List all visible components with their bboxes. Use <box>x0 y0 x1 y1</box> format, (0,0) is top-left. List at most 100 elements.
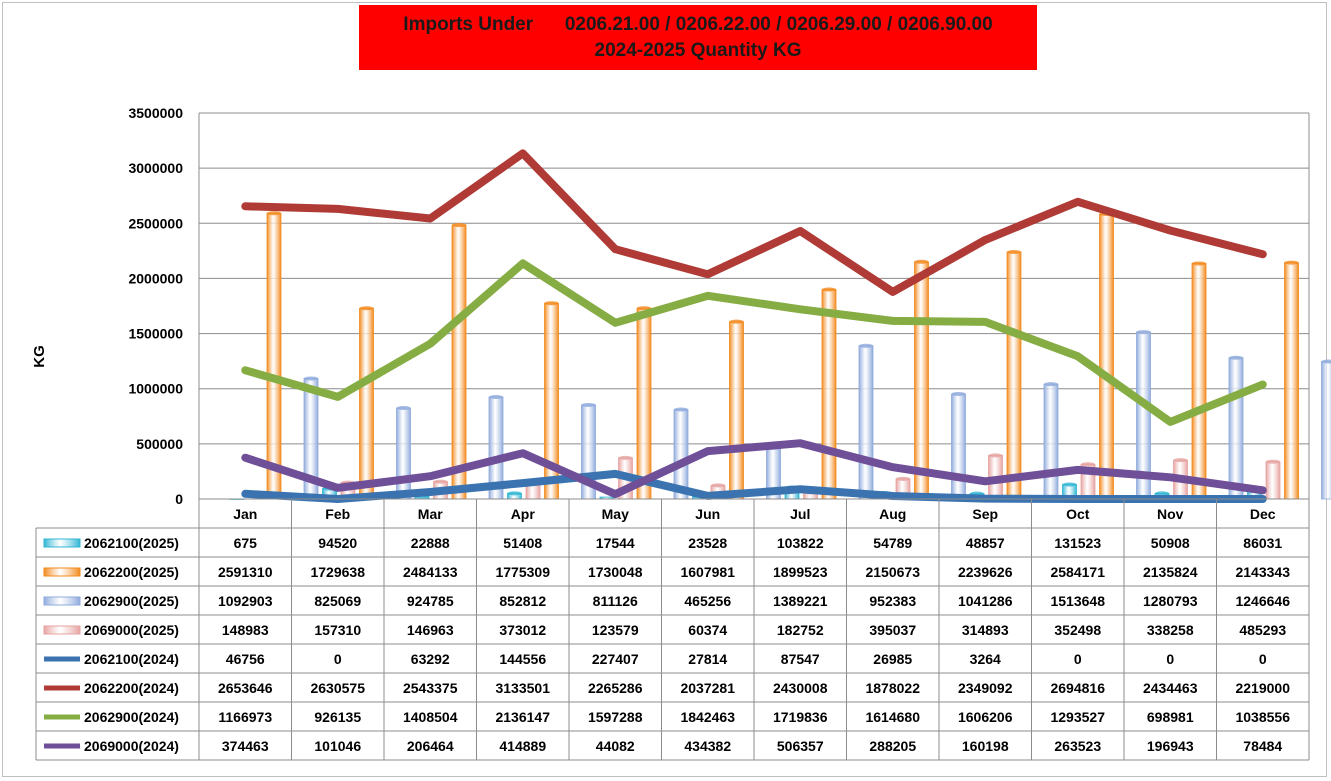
data-table: Jan Feb Mar Apr May Jun Jul Aug Sep Oct Nov Dec 2062… <box>35 498 1310 761</box>
table-cell: 2591310 <box>218 564 273 580</box>
bar-cap <box>1062 482 1077 487</box>
table-cell: 182752 <box>777 622 824 638</box>
table-cell: 2143343 <box>1235 564 1290 580</box>
bar-series <box>229 211 1331 500</box>
bar-cap <box>452 223 466 228</box>
table-cell: 352498 <box>1054 622 1101 638</box>
table-cell: 22888 <box>411 535 450 551</box>
table-cell: 60374 <box>688 622 727 638</box>
table-cell: 94520 <box>318 535 357 551</box>
table-cell: 131523 <box>1054 535 1101 551</box>
bar-cap <box>433 479 448 484</box>
bar-cap <box>267 211 281 216</box>
bar-cap <box>618 455 633 460</box>
table-cell: 2136147 <box>495 709 550 725</box>
table-cell: 675 <box>234 535 258 551</box>
bar-cap <box>1136 330 1151 335</box>
y-tick-label: 1000000 <box>128 381 183 397</box>
table-cell: 2135824 <box>1143 564 1198 580</box>
table-cell: 23528 <box>688 535 727 551</box>
table-cell: 86031 <box>1243 535 1282 551</box>
bar-cap <box>1081 462 1095 467</box>
bar-cap <box>674 407 688 412</box>
x-tick-label-Dec: Dec <box>1250 506 1276 522</box>
bar-2062900(2025)-Feb <box>396 407 411 500</box>
chart-title: Imports Under 0206.21.00 / 0206.22.00 / … <box>359 5 1037 70</box>
bar-2062900(2025)-Dec <box>1321 361 1331 500</box>
legend-label-2062200(2024): 2062200(2024) <box>84 680 179 696</box>
table-cell: 924785 <box>407 593 454 609</box>
table-cell: 2430008 <box>773 680 828 696</box>
table-cell: 63292 <box>411 651 450 667</box>
table-cell: 263523 <box>1054 738 1101 754</box>
bar-2062200(2025)-Dec <box>1284 262 1299 500</box>
bar-cap <box>1192 261 1206 266</box>
table-cell: 196943 <box>1147 738 1194 754</box>
table-cell: 338258 <box>1147 622 1194 638</box>
table-cell: 101046 <box>314 738 361 754</box>
bar-cap <box>1321 359 1331 364</box>
bar-2062200(2025)-Nov <box>1191 263 1207 500</box>
table-cell: 50908 <box>1151 535 1190 551</box>
table-cell: 1038556 <box>1235 709 1290 725</box>
table-cell: 465256 <box>684 593 731 609</box>
table-cell: 2239626 <box>958 564 1013 580</box>
table-cell: 2543375 <box>403 680 458 696</box>
bar-cap <box>711 483 725 488</box>
legend-key-2062200(2025) <box>43 567 81 577</box>
table-cell: 288205 <box>869 738 916 754</box>
y-tick-label: 3500000 <box>128 105 183 121</box>
table-cell: 157310 <box>314 622 361 638</box>
legend-label-2069000(2024): 2069000(2024) <box>84 738 179 754</box>
line-2062900(2024) <box>241 259 1267 426</box>
legend-key-2062100(2025) <box>43 538 81 548</box>
table-cell: 1775309 <box>495 564 550 580</box>
bar-cap <box>729 319 744 324</box>
table-cell: 2484133 <box>403 564 458 580</box>
legend-key-2069000(2025) <box>43 625 81 635</box>
table-cell: 1041286 <box>958 593 1013 609</box>
bar-2062200(2025)-Jun <box>729 321 744 500</box>
table-cell: 2630575 <box>310 680 365 696</box>
table-cell: 1730048 <box>588 564 643 580</box>
legend-label-2062200(2025): 2062200(2025) <box>84 564 179 580</box>
table-cell: 227407 <box>592 651 639 667</box>
legend-label-2062900(2024): 2062900(2024) <box>84 709 179 725</box>
table-cell: 1842463 <box>680 709 735 725</box>
table-cell: 485293 <box>1239 622 1286 638</box>
table-cell: 698981 <box>1147 709 1194 725</box>
table-cell: 1614680 <box>865 709 920 725</box>
bar-2062200(2025)-Mar <box>451 224 467 500</box>
table-cell: 51408 <box>503 535 542 551</box>
table-cell: 54789 <box>873 535 912 551</box>
table-cell: 506357 <box>777 738 824 754</box>
table-cell: 926135 <box>314 709 361 725</box>
bar-cap <box>507 491 522 496</box>
table-cell: 1899523 <box>773 564 828 580</box>
bar-cap <box>1284 260 1299 265</box>
x-tick-label-Jun: Jun <box>695 506 720 522</box>
bar-cap <box>396 406 411 411</box>
bar-cap <box>859 343 873 348</box>
table-cell: 0 <box>334 651 342 667</box>
bar-cap <box>359 306 374 311</box>
table-cell: 852812 <box>499 593 546 609</box>
table-cell: 1878022 <box>865 680 920 696</box>
table-cell: 952383 <box>869 593 916 609</box>
y-tick-label: 2500000 <box>128 215 183 231</box>
line-2069000(2024) <box>241 439 1267 499</box>
bar-2062200(2025)-Jan <box>266 212 282 500</box>
legend-label-2062900(2025): 2062900(2025) <box>84 593 179 609</box>
table-cell: 1280793 <box>1143 593 1198 609</box>
table-cell: 87547 <box>781 651 820 667</box>
y-tick-label: 1500000 <box>128 326 183 342</box>
table-cell: 26985 <box>873 651 912 667</box>
table-cell: 123579 <box>592 622 639 638</box>
title-line-2: 2024-2025 Quantity KG <box>594 40 802 61</box>
table-cell: 2219000 <box>1235 680 1290 696</box>
x-tick-label-Aug: Aug <box>879 506 906 522</box>
table-cell: 48857 <box>966 535 1005 551</box>
table-cell: 1729638 <box>310 564 365 580</box>
bar-2062900(2025)-Sep <box>1043 383 1059 500</box>
